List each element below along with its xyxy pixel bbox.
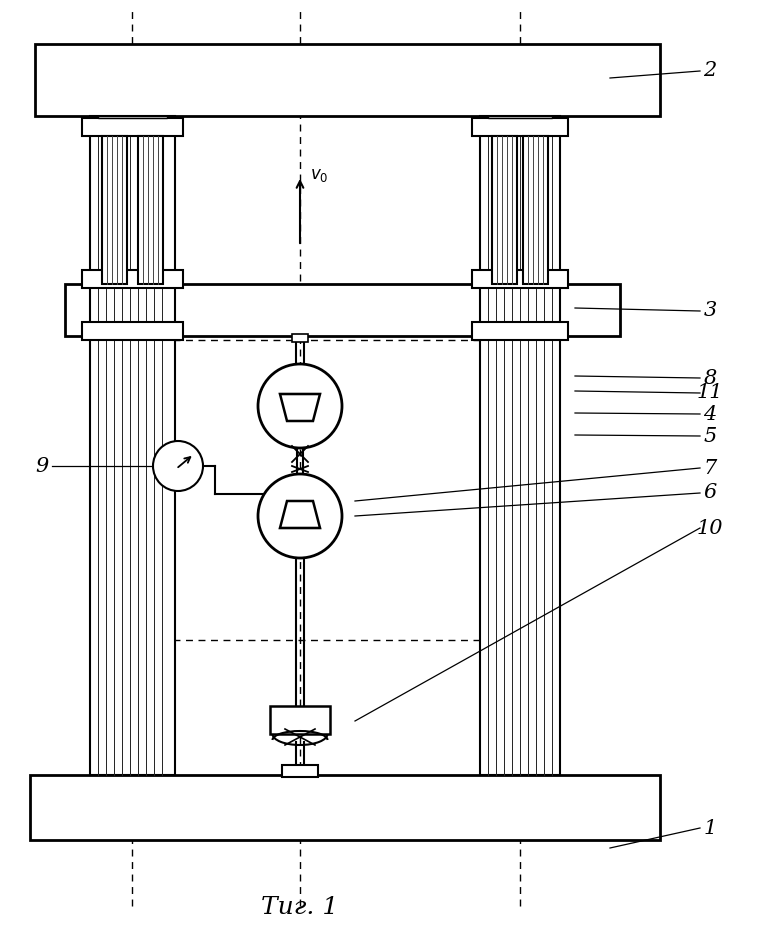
Text: 6: 6 — [704, 484, 717, 503]
Text: Τиг. 1: Τиг. 1 — [261, 897, 339, 919]
Bar — [292, 334, 308, 342]
Text: 8: 8 — [704, 369, 717, 388]
Bar — [65, 284, 620, 336]
Bar — [472, 118, 568, 136]
Bar — [82, 270, 183, 288]
Circle shape — [153, 441, 203, 491]
Bar — [98, 116, 167, 118]
Bar — [523, 136, 548, 284]
Bar — [472, 270, 568, 288]
Bar — [82, 118, 183, 136]
Circle shape — [258, 474, 342, 558]
Bar — [138, 136, 163, 284]
Bar — [480, 116, 560, 775]
Bar — [30, 775, 660, 840]
Bar — [282, 765, 318, 777]
Text: 4: 4 — [704, 404, 717, 423]
Polygon shape — [280, 501, 320, 528]
Polygon shape — [280, 394, 320, 421]
Text: $v_0$: $v_0$ — [310, 166, 328, 184]
Text: 3: 3 — [704, 301, 717, 320]
Bar — [82, 322, 183, 340]
Bar — [492, 136, 517, 284]
Bar — [35, 44, 660, 116]
Text: 5: 5 — [704, 427, 717, 446]
Bar — [90, 116, 175, 775]
Text: 7: 7 — [704, 459, 717, 477]
Bar — [102, 136, 127, 284]
Text: 2: 2 — [704, 62, 717, 80]
Bar — [270, 706, 330, 734]
Text: 1: 1 — [704, 818, 717, 838]
Circle shape — [258, 364, 342, 448]
Text: 11: 11 — [697, 384, 723, 402]
Bar — [472, 322, 568, 340]
Text: 9: 9 — [35, 457, 48, 475]
Text: 10: 10 — [697, 519, 723, 537]
Bar — [488, 116, 552, 118]
